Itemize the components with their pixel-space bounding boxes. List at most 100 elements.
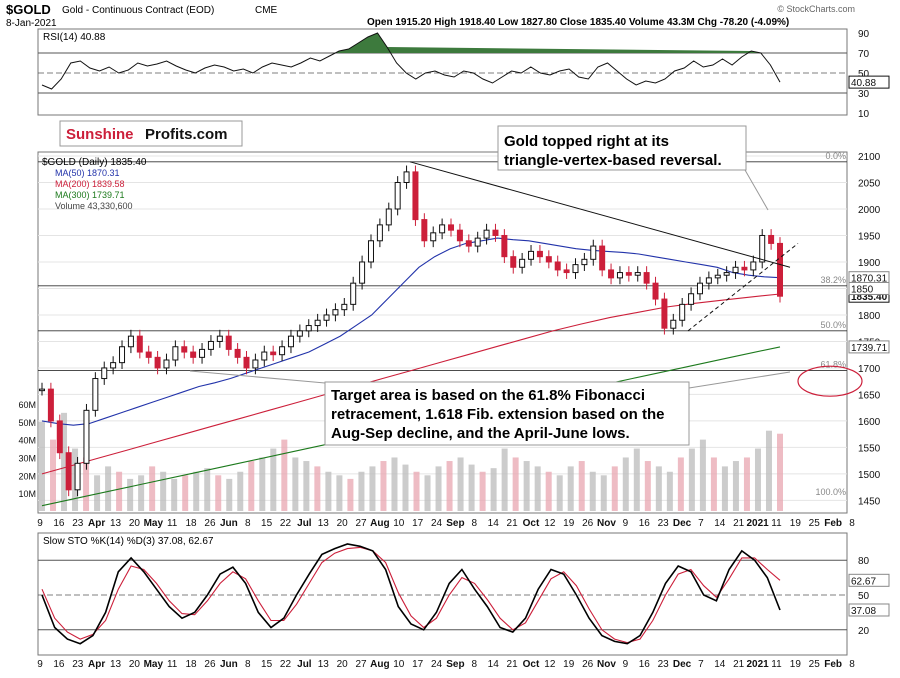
- volume-bar: [732, 461, 739, 511]
- legend-ma300: MA(300) 1739.71: [55, 190, 125, 200]
- sto-k-last-value: 37.08: [851, 606, 876, 617]
- x-axis-label: 27: [355, 659, 367, 670]
- rsi-overbought-fill: [335, 33, 765, 53]
- x-axis-label: 21: [733, 659, 745, 670]
- x-axis-label: 8: [472, 518, 478, 529]
- price-candle: [403, 171, 410, 183]
- triangle-upper-line: [409, 161, 791, 268]
- price-candle: [199, 348, 206, 358]
- volume-bar: [303, 461, 310, 511]
- x-axis-label: 9: [37, 518, 43, 529]
- volume-bar: [721, 466, 728, 511]
- x-axis-label: 10: [393, 659, 405, 670]
- sto-tick-label: 20: [858, 626, 870, 637]
- chart-date: 8-Jan-2021: [6, 18, 57, 29]
- annotation-top-line1: Gold topped right at its: [504, 133, 669, 150]
- x-axis-label: 11: [167, 518, 178, 529]
- volume-bar: [193, 471, 200, 511]
- price-candle: [110, 362, 117, 369]
- x-axis-label: 16: [53, 659, 65, 670]
- x-axis-label: Jul: [297, 518, 312, 529]
- x-axis-label: 19: [790, 659, 802, 670]
- volume-bar: [50, 439, 57, 511]
- logo-sunshine: Sunshine: [66, 126, 134, 143]
- volume-bar: [754, 448, 761, 511]
- price-candle: [359, 261, 366, 284]
- volume-bar: [39, 421, 45, 511]
- rsi-last-value-box: [848, 75, 890, 89]
- triangle-lower-line: [687, 243, 799, 332]
- x-axis-label: 14: [488, 518, 500, 529]
- volume-bar: [545, 471, 552, 511]
- annotation-bottom-line2: retracement, 1.618 Fib. extension based …: [331, 406, 664, 423]
- price-candle: [714, 274, 721, 279]
- logo-profits: Profits.com: [145, 126, 228, 143]
- volume-bar: [523, 461, 530, 511]
- volume-bar: [149, 466, 156, 511]
- price-candle: [590, 245, 597, 260]
- x-axis-label: 19: [563, 518, 575, 529]
- price-candle: [759, 234, 766, 263]
- volume-bar: [622, 457, 629, 511]
- x-axis-label: 16: [53, 518, 65, 529]
- price-candle: [261, 351, 268, 361]
- volume-bar: [633, 448, 640, 511]
- price-candle: [483, 229, 490, 239]
- sto-panel: 20 50 80 62.67 37.08: [38, 543, 890, 645]
- price-candle: [305, 325, 312, 332]
- price-candle: [412, 171, 419, 221]
- x-axis-label: 20: [129, 518, 141, 529]
- x-axis-label: Oct: [523, 659, 540, 670]
- price-tick-label: 2050: [858, 178, 881, 189]
- rsi-tick-label: 90: [858, 29, 870, 40]
- price-candle: [732, 266, 739, 274]
- volume-bar: [490, 468, 497, 511]
- x-axis-label: 9: [623, 659, 629, 670]
- annotation-top-line2: triangle-vertex-based reversal.: [504, 152, 722, 169]
- volume-bar: [237, 471, 244, 511]
- price-label: 1835.40: [851, 292, 888, 303]
- price-candle: [163, 359, 170, 369]
- volume-bar: [281, 439, 288, 511]
- volume-bar: [611, 466, 618, 511]
- price-candle: [688, 293, 695, 305]
- x-axis-label: Nov: [597, 659, 616, 670]
- x-axis-label: 23: [72, 659, 84, 670]
- price-candle: [501, 234, 508, 258]
- x-axis-label: 14: [714, 518, 726, 529]
- x-axis-label: May: [144, 659, 164, 670]
- price-candle: [536, 250, 543, 258]
- price-candle: [741, 266, 748, 271]
- price-candle: [474, 237, 481, 247]
- price-candle: [394, 181, 401, 210]
- price-candle: [314, 319, 321, 327]
- price-candle: [154, 356, 161, 369]
- volume-bar: [424, 475, 431, 511]
- price-label: 1850: [851, 284, 874, 295]
- price-candle: [101, 367, 108, 380]
- volume-tick-label: 60M: [18, 400, 36, 410]
- x-axis-label: 24: [431, 659, 443, 670]
- x-axis-label: Aug: [370, 518, 389, 529]
- sto-tick-label: 50: [858, 591, 870, 602]
- volume-tick-label: 50M: [18, 418, 36, 428]
- price-label: 1739.71: [851, 343, 888, 354]
- price-candle: [350, 282, 357, 305]
- watermark: © StockCharts.com: [777, 4, 855, 14]
- price-candle: [341, 303, 348, 311]
- x-axis-label: Jun: [220, 659, 238, 670]
- x-axis-label: 15: [261, 659, 273, 670]
- price-candle: [39, 388, 45, 392]
- volume-bar: [171, 478, 178, 511]
- price-candle: [456, 229, 463, 242]
- x-axis-label: 2021: [746, 518, 769, 529]
- x-axis-label: 7: [698, 659, 704, 670]
- callout-pointer-top: [744, 169, 769, 211]
- volume-tick-label: 20M: [18, 471, 36, 481]
- x-axis-label: 21: [733, 518, 745, 529]
- fibonacci-label: 38.2%: [820, 275, 846, 285]
- x-axis-label: 8: [245, 659, 251, 670]
- x-axis-label: Jun: [220, 518, 238, 529]
- x-axis-label: Feb: [824, 659, 842, 670]
